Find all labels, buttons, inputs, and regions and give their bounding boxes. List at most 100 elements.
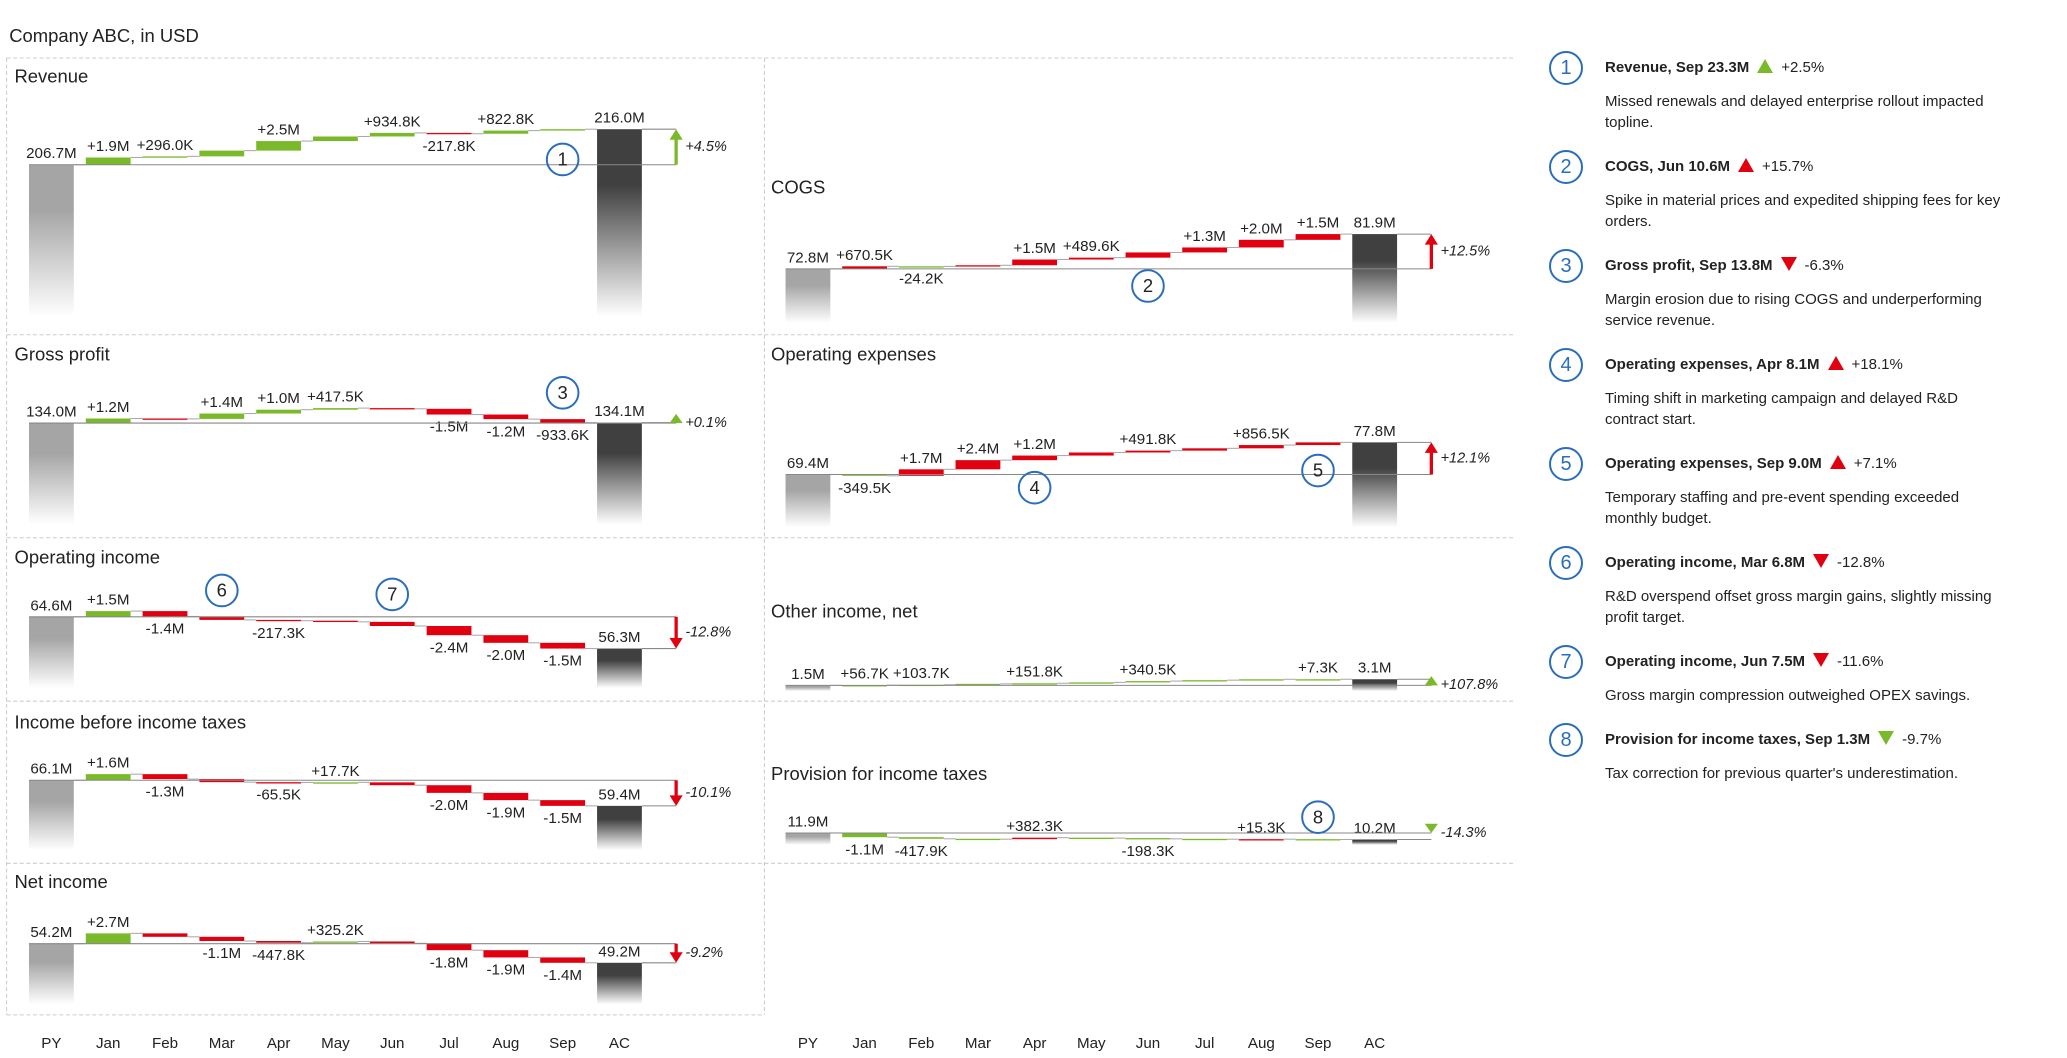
delta-bar [1295,679,1341,681]
trend-icon [1829,455,1846,469]
actual-bar [1352,442,1398,528]
variance-label: -14.3% [1441,825,1487,841]
variance-triangle [1424,676,1438,686]
note: 2 COGS, Jun 10.6M +15.7% Spike in material … [1542,150,2032,232]
value-label: 81.9M [1354,215,1396,232]
value-label: +1.2M [1013,436,1056,453]
variance-triangle [1424,823,1438,833]
variance-arrowhead [1424,442,1438,453]
note-text: Margin erosion due to rising COGS and un… [1605,291,1982,329]
delta-bar [1125,252,1171,258]
delta-bar [1068,682,1114,684]
note-heading: Revenue, Sep 23.3M +2.5% [1605,56,2032,80]
chart-title: Net income [14,871,107,892]
value-label: +325.2K [307,922,364,939]
delta-bar [369,941,415,944]
value-label: +822.8K [477,111,534,128]
delta-bar [1295,442,1341,446]
delta-bar [85,418,131,424]
note-heading: Provision for income taxes, Sep 1.3M -9.7… [1605,728,2032,752]
note-number: 4 [1549,348,1583,382]
x-tick-label: May [1077,1035,1106,1052]
delta-bar [313,620,358,623]
value-label: -65.5K [256,787,301,804]
x-tick-label: PY [41,1035,61,1052]
delta-bar [842,266,888,269]
value-label: -1.4M [146,621,185,638]
value-label: 64.6M [30,597,72,614]
value-label: +1.5M [1013,240,1056,257]
value-label: -1.2M [486,423,525,440]
delta-bar [1125,450,1171,453]
chart-title: Provision for income taxes [771,763,987,784]
value-label: 10.2M [1354,820,1396,837]
delta-bar [369,621,415,626]
delta-bar [85,611,131,617]
note: 5 Operating expenses, Sep 9.0M +7.1% Tempor… [1542,447,2032,529]
variance-label: +4.5% [685,139,727,155]
x-tick-label: Jun [380,1035,404,1052]
note-number: 6 [1549,546,1583,580]
note-text: R&D overspend offset gross margin gains,… [1605,588,1992,626]
x-tick-label: Feb [908,1035,934,1052]
delta-bar [199,150,245,157]
note-title: Revenue, Sep 23.3M [1605,59,1750,76]
chart-title: Operating expenses [771,344,936,365]
value-label: 1.5M [791,666,825,683]
delta-bar [426,132,472,135]
note-number: 5 [1549,447,1583,481]
value-label: -217.8K [423,138,476,155]
value-label: +15.3K [1237,820,1285,837]
value-label: +856.5K [1233,426,1290,443]
value-label: +1.6M [87,755,130,772]
annotation-marker [1017,470,1052,505]
delta-bar [426,625,472,636]
actual-bar [597,805,642,851]
x-tick-label: Jul [1195,1035,1214,1052]
delta-bar [842,832,888,838]
delta-bar [426,785,472,793]
value-label: +1.9M [87,138,130,155]
note-number: 2 [1549,150,1583,184]
variance-arrowhead [669,638,683,649]
delta-bar [1182,838,1228,841]
value-label: 3.1M [1358,660,1392,677]
delta-bar [1182,247,1228,253]
note: 6 Operating income, Mar 6.8M -12.8% R&D ove… [1542,546,2032,628]
value-label: +151.8K [1006,664,1063,681]
note-text: Missed renewals and delayed enterprise r… [1605,93,1984,131]
x-tick-label: Jan [96,1035,120,1052]
note-title: Provision for income taxes, Sep 1.3M [1605,731,1871,748]
note-change: +18.1% [1851,356,1903,373]
value-label: 54.2M [30,924,72,941]
previous-year-bar [28,616,74,688]
value-label: -1.5M [430,419,469,436]
note-change: -12.8% [1837,554,1885,571]
note-title: Gross profit, Sep 13.8M [1605,257,1773,274]
value-label: +1.2M [87,399,130,416]
value-label: +296.0K [137,137,194,154]
x-tick-label: Sep [549,1035,576,1052]
previous-year-bar [785,832,831,845]
value-label: +1.4M [201,394,244,411]
x-tick-label: Aug [1248,1035,1275,1052]
annotation-marker [1301,800,1335,834]
note-heading: COGS, Jun 10.6M +15.7% [1605,155,2032,179]
value-label: +382.3K [1006,818,1063,835]
previous-year-bar [785,268,831,323]
delta-bar [483,635,529,643]
chart-title: COGS [771,176,825,197]
value-label: 72.8M [787,249,829,266]
delta-bar [426,408,472,415]
value-label: +1.5M [1297,215,1340,232]
delta-bar [1182,680,1228,682]
value-label: +2.4M [957,441,1000,458]
value-label: -1.4M [543,967,582,984]
previous-year-bar [28,943,74,1005]
delta-bar [313,136,358,142]
value-label: +17.7K [311,763,359,780]
delta-bar [142,774,188,780]
delta-bar [426,943,472,951]
